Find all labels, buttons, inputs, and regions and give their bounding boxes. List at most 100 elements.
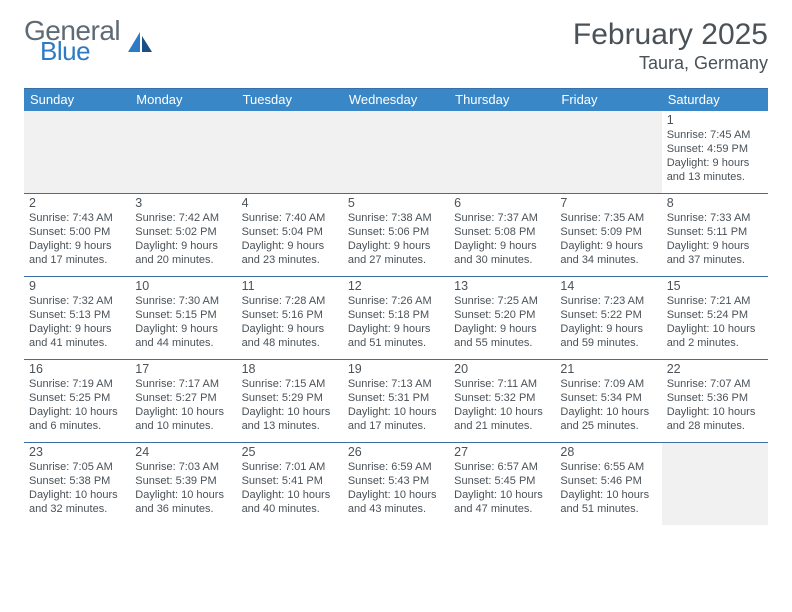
day-number: 21	[560, 362, 656, 376]
day-number: 17	[135, 362, 231, 376]
daylight-text: Daylight: 9 hours and 13 minutes.	[667, 156, 763, 184]
sunrise-text: Sunrise: 7:38 AM	[348, 211, 444, 225]
day-cell	[130, 111, 236, 193]
day-number: 22	[667, 362, 763, 376]
day-info: Sunrise: 7:37 AMSunset: 5:08 PMDaylight:…	[454, 211, 550, 267]
day-number: 1	[667, 113, 763, 127]
day-info: Sunrise: 7:11 AMSunset: 5:32 PMDaylight:…	[454, 377, 550, 433]
dow-tuesday: Tuesday	[237, 89, 343, 111]
sunrise-text: Sunrise: 7:15 AM	[242, 377, 338, 391]
location-label: Taura, Germany	[573, 53, 768, 74]
sunrise-text: Sunrise: 7:01 AM	[242, 460, 338, 474]
sunrise-text: Sunrise: 7:35 AM	[560, 211, 656, 225]
day-info: Sunrise: 7:28 AMSunset: 5:16 PMDaylight:…	[242, 294, 338, 350]
sunset-text: Sunset: 5:15 PM	[135, 308, 231, 322]
sunrise-text: Sunrise: 7:25 AM	[454, 294, 550, 308]
day-number: 12	[348, 279, 444, 293]
daylight-text: Daylight: 9 hours and 59 minutes.	[560, 322, 656, 350]
day-cell: 1Sunrise: 7:45 AMSunset: 4:59 PMDaylight…	[662, 111, 768, 193]
sunset-text: Sunset: 5:24 PM	[667, 308, 763, 322]
day-cell: 15Sunrise: 7:21 AMSunset: 5:24 PMDayligh…	[662, 277, 768, 359]
daylight-text: Daylight: 10 hours and 40 minutes.	[242, 488, 338, 516]
day-cell	[555, 111, 661, 193]
day-cell: 12Sunrise: 7:26 AMSunset: 5:18 PMDayligh…	[343, 277, 449, 359]
daylight-text: Daylight: 10 hours and 13 minutes.	[242, 405, 338, 433]
day-info: Sunrise: 6:59 AMSunset: 5:43 PMDaylight:…	[348, 460, 444, 516]
dow-saturday: Saturday	[662, 89, 768, 111]
day-info: Sunrise: 6:55 AMSunset: 5:46 PMDaylight:…	[560, 460, 656, 516]
day-number: 10	[135, 279, 231, 293]
day-number: 2	[29, 196, 125, 210]
day-cell: 21Sunrise: 7:09 AMSunset: 5:34 PMDayligh…	[555, 360, 661, 442]
sunset-text: Sunset: 5:32 PM	[454, 391, 550, 405]
sunrise-text: Sunrise: 7:32 AM	[29, 294, 125, 308]
day-number: 3	[135, 196, 231, 210]
sunset-text: Sunset: 5:39 PM	[135, 474, 231, 488]
daylight-text: Daylight: 10 hours and 6 minutes.	[29, 405, 125, 433]
dow-monday: Monday	[130, 89, 236, 111]
calendar-page: General Blue February 2025 Taura, German…	[0, 0, 792, 612]
month-title: February 2025	[573, 18, 768, 51]
sunset-text: Sunset: 5:45 PM	[454, 474, 550, 488]
week-row: 16Sunrise: 7:19 AMSunset: 5:25 PMDayligh…	[24, 359, 768, 442]
sunrise-text: Sunrise: 7:07 AM	[667, 377, 763, 391]
sunset-text: Sunset: 5:43 PM	[348, 474, 444, 488]
day-of-week-row: Sunday Monday Tuesday Wednesday Thursday…	[24, 89, 768, 111]
daylight-text: Daylight: 10 hours and 2 minutes.	[667, 322, 763, 350]
daylight-text: Daylight: 10 hours and 32 minutes.	[29, 488, 125, 516]
day-info: Sunrise: 7:26 AMSunset: 5:18 PMDaylight:…	[348, 294, 444, 350]
weeks-container: 1Sunrise: 7:45 AMSunset: 4:59 PMDaylight…	[24, 111, 768, 525]
day-info: Sunrise: 7:19 AMSunset: 5:25 PMDaylight:…	[29, 377, 125, 433]
sunrise-text: Sunrise: 7:37 AM	[454, 211, 550, 225]
dow-thursday: Thursday	[449, 89, 555, 111]
sunrise-text: Sunrise: 6:55 AM	[560, 460, 656, 474]
sunset-text: Sunset: 5:31 PM	[348, 391, 444, 405]
sunrise-text: Sunrise: 7:42 AM	[135, 211, 231, 225]
daylight-text: Daylight: 10 hours and 25 minutes.	[560, 405, 656, 433]
dow-friday: Friday	[555, 89, 661, 111]
brand-name-2: Blue	[40, 39, 120, 64]
daylight-text: Daylight: 9 hours and 44 minutes.	[135, 322, 231, 350]
day-number: 20	[454, 362, 550, 376]
day-cell: 19Sunrise: 7:13 AMSunset: 5:31 PMDayligh…	[343, 360, 449, 442]
day-number: 25	[242, 445, 338, 459]
daylight-text: Daylight: 9 hours and 27 minutes.	[348, 239, 444, 267]
day-cell	[662, 443, 768, 525]
day-info: Sunrise: 7:30 AMSunset: 5:15 PMDaylight:…	[135, 294, 231, 350]
day-info: Sunrise: 7:42 AMSunset: 5:02 PMDaylight:…	[135, 211, 231, 267]
day-number: 27	[454, 445, 550, 459]
daylight-text: Daylight: 9 hours and 30 minutes.	[454, 239, 550, 267]
sunset-text: Sunset: 5:25 PM	[29, 391, 125, 405]
day-cell: 10Sunrise: 7:30 AMSunset: 5:15 PMDayligh…	[130, 277, 236, 359]
week-row: 23Sunrise: 7:05 AMSunset: 5:38 PMDayligh…	[24, 442, 768, 525]
week-row: 9Sunrise: 7:32 AMSunset: 5:13 PMDaylight…	[24, 276, 768, 359]
sunrise-text: Sunrise: 7:19 AM	[29, 377, 125, 391]
daylight-text: Daylight: 9 hours and 41 minutes.	[29, 322, 125, 350]
sunset-text: Sunset: 5:08 PM	[454, 225, 550, 239]
week-row: 2Sunrise: 7:43 AMSunset: 5:00 PM Daylight…	[24, 193, 768, 276]
daylight-text: Daylight: 10 hours and 47 minutes.	[454, 488, 550, 516]
day-number: 18	[242, 362, 338, 376]
day-cell: 16Sunrise: 7:19 AMSunset: 5:25 PMDayligh…	[24, 360, 130, 442]
sunset-text: Sunset: 5:00 PM	[29, 225, 125, 239]
day-info: Sunrise: 7:45 AMSunset: 4:59 PMDaylight:…	[667, 128, 763, 184]
brand-logo: General Blue	[24, 18, 154, 63]
day-cell: 14Sunrise: 7:23 AMSunset: 5:22 PMDayligh…	[555, 277, 661, 359]
dow-sunday: Sunday	[24, 89, 130, 111]
sunset-text: Sunset: 4:59 PM	[667, 142, 763, 156]
day-cell: 3Sunrise: 7:42 AMSunset: 5:02 PMDaylight…	[130, 194, 236, 276]
sunset-text: Sunset: 5:36 PM	[667, 391, 763, 405]
day-cell	[24, 111, 130, 193]
sunrise-text: Sunrise: 7:11 AM	[454, 377, 550, 391]
day-number: 6	[454, 196, 550, 210]
daylight-text: Daylight: 10 hours and 17 minutes.	[348, 405, 444, 433]
day-cell	[449, 111, 555, 193]
sunrise-text: Sunrise: 7:43 AM	[29, 211, 125, 225]
day-number: 16	[29, 362, 125, 376]
day-info: Sunrise: 7:21 AMSunset: 5:24 PMDaylight:…	[667, 294, 763, 350]
day-cell: 18Sunrise: 7:15 AMSunset: 5:29 PMDayligh…	[237, 360, 343, 442]
sunset-text: Sunset: 5:46 PM	[560, 474, 656, 488]
sunrise-text: Sunrise: 7:17 AM	[135, 377, 231, 391]
day-number: 28	[560, 445, 656, 459]
week-row: 1Sunrise: 7:45 AMSunset: 4:59 PMDaylight…	[24, 111, 768, 193]
